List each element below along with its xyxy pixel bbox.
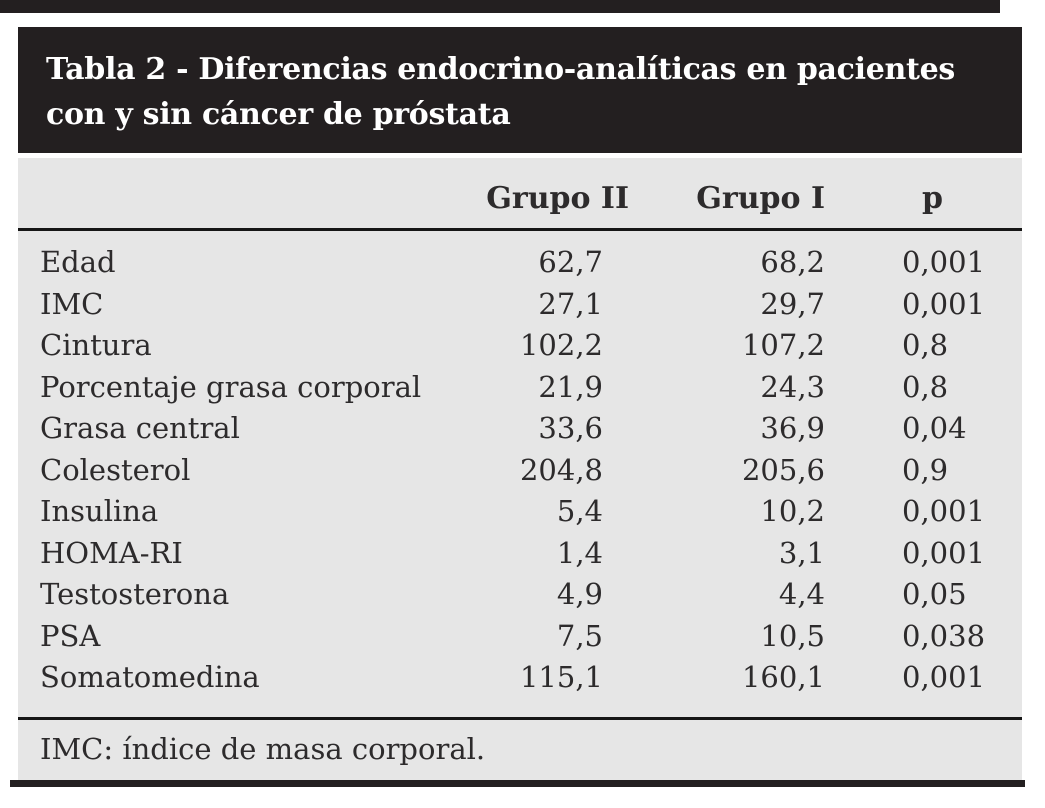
column-header-grupo-ii: Grupo II: [486, 181, 629, 216]
table-row: Testosterona 4,9 4,4 0,05: [18, 574, 1022, 616]
cell-grupo-ii: 204,8: [519, 452, 603, 487]
cell-grupo-ii: 1,4: [556, 535, 603, 570]
table-title-line2: con y sin cáncer de próstata: [46, 97, 511, 132]
table-row: HOMA-RI 1,4 3,1 0,001: [18, 533, 1022, 575]
table-row: Porcentaje grasa corporal 21,9 24,3 0,8: [18, 367, 1022, 409]
column-header-row: Grupo II Grupo I p: [18, 158, 1022, 228]
row-label: Edad: [40, 245, 116, 279]
row-label: Cintura: [40, 328, 152, 362]
row-label: IMC: [40, 286, 104, 321]
cell-grupo-i: 24,3: [760, 369, 825, 404]
cell-p: 0,8: [902, 328, 949, 362]
column-header-grupo-i: Grupo I: [696, 181, 825, 216]
cell-p: 0,001: [902, 494, 986, 528]
table-row: Insulina 5,4 10,2 0,001: [18, 491, 1022, 533]
cell-p: 0,038: [902, 618, 986, 653]
cell-grupo-ii: 33,6: [538, 411, 603, 445]
cell-grupo-ii: 21,9: [538, 369, 603, 404]
table-area: Grupo II Grupo I p Edad 62,7 68,2 0,001 IMC 2…: [18, 158, 1022, 780]
cell-grupo-i: 36,9: [760, 411, 825, 445]
column-header-spacer: [40, 216, 433, 228]
table-row: IMC 27,1 29,7 0,001: [18, 284, 1022, 326]
cell-grupo-ii: 27,1: [538, 286, 603, 321]
row-label: Testosterona: [40, 577, 230, 611]
cell-p: 0,9: [902, 452, 949, 487]
cell-grupo-i: 10,5: [760, 618, 825, 653]
row-label: PSA: [40, 618, 101, 653]
cell-grupo-i: 68,2: [760, 245, 825, 279]
cell-grupo-ii: 7,5: [556, 618, 603, 653]
cell-grupo-i: 4,4: [778, 577, 825, 611]
header-rule: [18, 228, 1022, 231]
cell-grupo-i: 160,1: [741, 660, 825, 694]
cell-grupo-i: 107,2: [741, 328, 825, 362]
table-row: Colesterol 204,8 205,6 0,9: [18, 450, 1022, 492]
row-label: Porcentaje grasa corporal: [40, 369, 422, 404]
cell-grupo-i: 10,2: [760, 494, 825, 528]
cell-grupo-i: 29,7: [760, 286, 825, 321]
table-row: PSA 7,5 10,5 0,038: [18, 616, 1022, 658]
table-title-line1: Tabla 2 - Diferencias endocrino-analític…: [46, 52, 955, 87]
row-label: Somatomedina: [40, 660, 260, 694]
table-rows: Edad 62,7 68,2 0,001 IMC 27,1 29,7 0,001 Cintura…: [18, 231, 1022, 699]
table-row: Grasa central 33,6 36,9 0,04: [18, 408, 1022, 450]
cell-grupo-ii: 62,7: [538, 245, 603, 279]
cell-p: 0,001: [902, 286, 986, 321]
row-label: Insulina: [40, 494, 159, 528]
table-row: Edad 62,7 68,2 0,001: [18, 242, 1022, 284]
cell-p: 0,001: [902, 660, 986, 694]
cell-grupo-ii: 5,4: [556, 494, 603, 528]
table-footnote: IMC: índice de masa corporal.: [40, 731, 486, 766]
cell-p: 0,05: [902, 577, 967, 611]
table-row: Somatomedina 115,1 160,1 0,001: [18, 657, 1022, 699]
row-label: Colesterol: [40, 452, 191, 487]
cell-p: 0,001: [902, 535, 986, 570]
cell-grupo-i: 205,6: [741, 452, 825, 487]
cell-p: 0,8: [902, 369, 949, 404]
row-label: Grasa central: [40, 411, 240, 445]
top-scan-rule: [0, 0, 1000, 13]
cell-grupo-ii: 4,9: [556, 577, 603, 611]
bottom-rule: [10, 780, 1025, 787]
row-label: HOMA-RI: [40, 535, 183, 570]
footnote-rule: [18, 716, 1022, 720]
cell-p: 0,04: [902, 411, 967, 445]
table-2-card: Tabla 2 - Diferencias endocrino-analític…: [18, 27, 1022, 780]
cell-grupo-i: 3,1: [778, 535, 825, 570]
cell-grupo-ii: 115,1: [519, 660, 603, 694]
cell-grupo-ii: 102,2: [519, 328, 603, 362]
cell-p: 0,001: [902, 245, 986, 279]
column-header-p: p: [922, 181, 943, 216]
table-title-block: Tabla 2 - Diferencias endocrino-analític…: [18, 27, 1022, 153]
table-row: Cintura 102,2 107,2 0,8: [18, 325, 1022, 367]
